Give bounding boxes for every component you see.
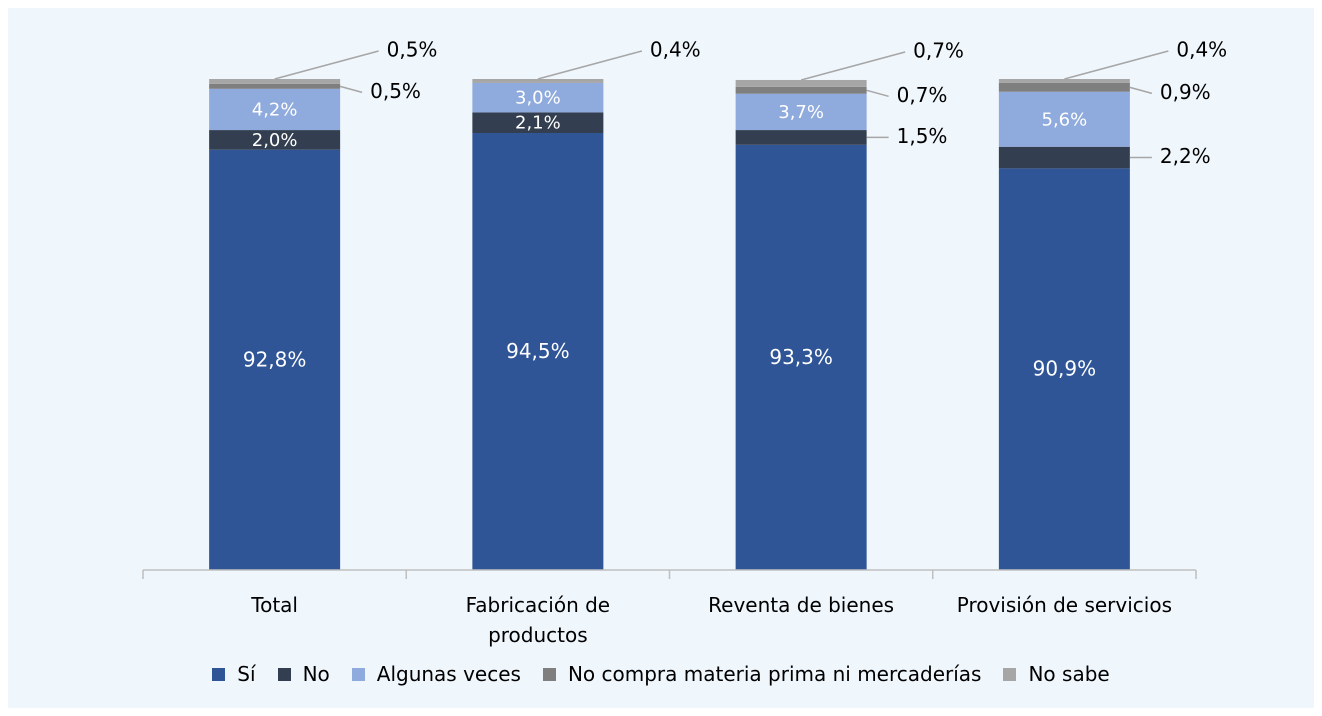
bar-segment xyxy=(209,130,341,150)
bar-segment xyxy=(472,82,604,113)
x-tick-label: Reventa de bienes xyxy=(708,593,895,617)
data-label: 0,4% xyxy=(1176,38,1227,62)
legend-item: No xyxy=(277,662,330,686)
bar-segment xyxy=(735,130,867,145)
legend-label: Sí xyxy=(237,662,256,686)
legend-label: No sabe xyxy=(1028,662,1110,686)
data-label: 0,7% xyxy=(913,38,964,62)
x-tick-label: Provisión de servicios xyxy=(956,593,1173,617)
legend-item: Sí xyxy=(212,662,256,686)
data-label: 0,5% xyxy=(387,38,438,62)
legend-item: No compra materia prima ni mercaderías xyxy=(542,662,982,686)
bar-segment xyxy=(735,144,867,570)
legend-swatch xyxy=(351,667,365,681)
data-label: 93,3% xyxy=(769,345,833,369)
legend-label: Algunas veces xyxy=(376,662,521,686)
legend-swatch xyxy=(277,667,291,681)
data-label: 0,4% xyxy=(650,38,701,62)
data-label: 90,9% xyxy=(1033,357,1097,381)
data-label: 92,8% xyxy=(243,347,307,371)
data-label: 2,2% xyxy=(1160,144,1211,168)
bar-segment xyxy=(209,88,341,131)
legend-label: No compra materia prima ni mercaderías xyxy=(567,662,982,686)
data-label: 0,5% xyxy=(370,79,421,103)
data-label: 2,1% xyxy=(515,113,561,134)
legend-item: No sabe xyxy=(1003,662,1110,686)
bar-segment xyxy=(472,112,604,134)
leader-line xyxy=(274,50,379,80)
data-label: 5,6% xyxy=(1042,109,1088,130)
leader-line xyxy=(537,50,643,80)
legend-label: No xyxy=(302,662,330,686)
leader-line xyxy=(800,51,906,81)
bar-segment xyxy=(998,91,1130,147)
legend-swatch xyxy=(1003,667,1017,681)
data-label: 4,2% xyxy=(252,99,298,120)
data-label: 1,5% xyxy=(897,124,948,148)
legend-swatch xyxy=(542,667,556,681)
leader-line xyxy=(866,89,889,98)
data-label: 2,0% xyxy=(252,130,298,151)
data-label: 3,7% xyxy=(778,102,824,123)
x-tick-label: Total xyxy=(251,593,298,617)
bar-segment xyxy=(998,79,1130,83)
bar-segment xyxy=(209,149,341,571)
data-label: 3,0% xyxy=(515,88,561,109)
bar-segment xyxy=(998,146,1130,169)
bar-segment xyxy=(472,79,604,83)
bar-segment xyxy=(735,93,867,131)
x-tick-label: Fabricación de productos xyxy=(465,593,611,647)
bar-segment xyxy=(735,79,867,87)
leader-line xyxy=(1129,86,1153,95)
data-label: 0,9% xyxy=(1160,80,1211,104)
bar-segment xyxy=(209,79,341,84)
legend-swatch xyxy=(212,667,226,681)
leader-line xyxy=(339,85,363,94)
legend: Sí No Algunas veces No compra materia prima… xyxy=(0,662,1322,686)
bar-segment xyxy=(998,82,1130,92)
leader-line xyxy=(1064,50,1169,80)
data-label: 94,5% xyxy=(506,339,570,363)
bar-segment xyxy=(735,86,867,94)
bar-segment xyxy=(209,83,341,89)
legend-item: Algunas veces xyxy=(351,662,521,686)
data-label: 0,7% xyxy=(897,83,948,107)
bar-segment xyxy=(472,133,604,570)
bar-segment xyxy=(998,168,1130,570)
